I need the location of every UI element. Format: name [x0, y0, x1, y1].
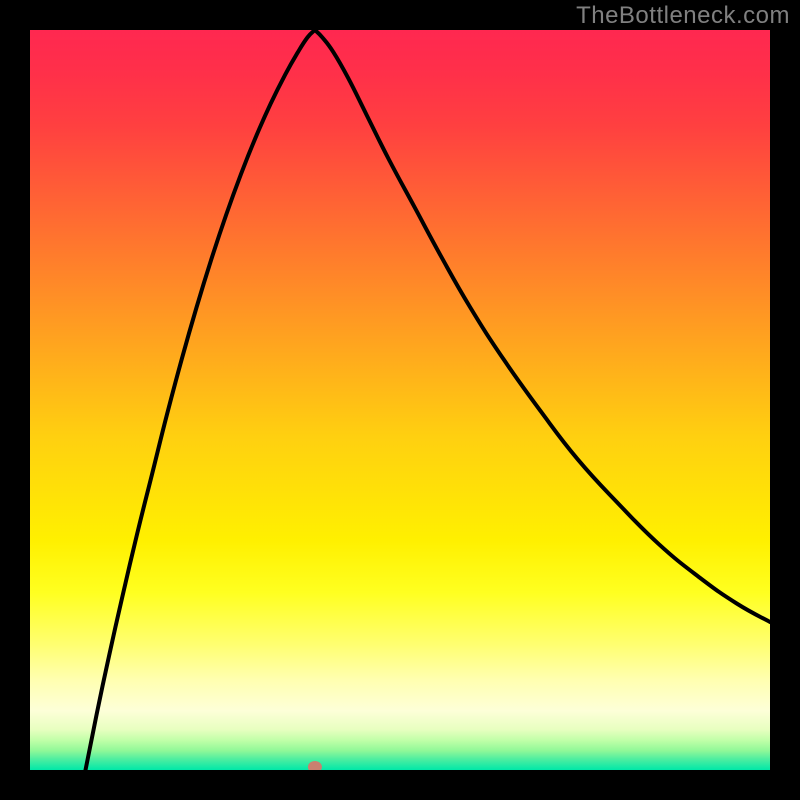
watermark-text: TheBottleneck.com	[576, 2, 790, 30]
chart-container: { "watermark": { "text": "TheBottleneck.…	[0, 0, 800, 800]
gradient-background	[30, 30, 770, 770]
min-marker	[308, 761, 322, 773]
chart-plot	[0, 0, 800, 800]
